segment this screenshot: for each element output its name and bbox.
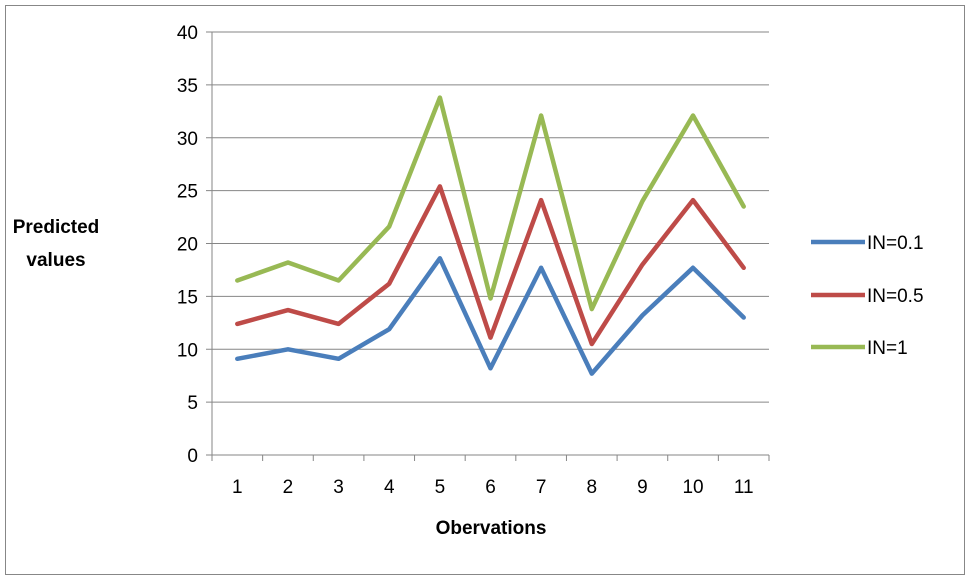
x-tick-label-4: 4 [384, 477, 395, 498]
y-tick-label-30: 30 [177, 129, 198, 150]
x-tick-label-2: 2 [283, 477, 294, 498]
legend-label-2: IN=0.5 [867, 286, 924, 307]
y-axis-title-line1: Predicted [13, 217, 100, 238]
y-tick-label-35: 35 [177, 76, 198, 97]
axes [206, 31, 770, 461]
y-tick-label-0: 0 [187, 446, 198, 467]
series-lines [235, 95, 746, 376]
gridlines [212, 31, 769, 403]
series-line-3 [235, 95, 746, 312]
series-line-1 [235, 256, 746, 376]
legend-label-3: IN=1 [867, 338, 908, 359]
series-line-2 [235, 184, 746, 347]
x-tick-label-9: 9 [637, 477, 648, 498]
x-tick-label-8: 8 [586, 477, 597, 498]
x-tick-label-6: 6 [485, 477, 496, 498]
x-axis-title: Obervations [436, 518, 547, 539]
chart-area: 0 5 10 15 20 25 30 35 40 1 2 3 4 5 6 7 8 9 10 11 Predicted … [5, 5, 965, 575]
y-tick-label-20: 20 [177, 235, 198, 256]
tick-labels: 0 5 10 15 20 25 30 35 40 1 2 3 4 5 6 7 8 9 10 11 [177, 23, 754, 498]
y-tick-label-40: 40 [177, 23, 198, 44]
x-tick-label-5: 5 [435, 477, 446, 498]
y-tick-label-15: 15 [177, 287, 198, 308]
legend-label-1: IN=0.1 [867, 233, 924, 254]
y-tick-label-10: 10 [177, 340, 198, 361]
x-tick-label-11: 11 [734, 477, 754, 498]
y-axis-title-line2: values [26, 250, 85, 271]
x-tick-label-10: 10 [682, 477, 703, 498]
x-tick-label-3: 3 [333, 477, 344, 498]
x-tick-label-1: 1 [232, 477, 243, 498]
y-tick-label-25: 25 [177, 182, 198, 203]
legend: IN=0.1 IN=0.5 IN=1 [811, 233, 924, 359]
x-tick-label-7: 7 [536, 477, 547, 498]
y-tick-label-5: 5 [187, 393, 198, 414]
